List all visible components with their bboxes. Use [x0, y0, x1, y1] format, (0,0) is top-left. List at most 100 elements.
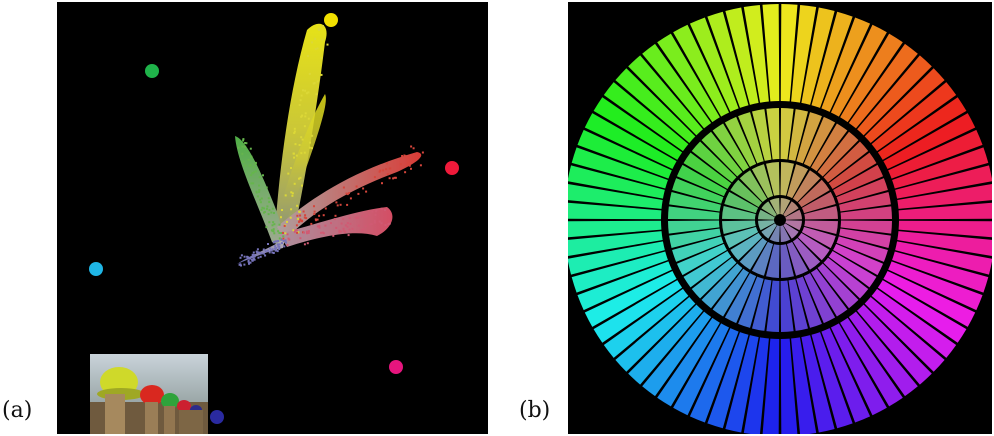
- cloud-point: [262, 174, 264, 177]
- cloud-point: [299, 176, 302, 179]
- wheel-segment: [788, 109, 808, 161]
- wheel-segment: [833, 164, 884, 197]
- wheel-segment: [810, 123, 848, 172]
- cloud-point: [365, 214, 368, 217]
- wheel-segment: [783, 223, 799, 239]
- cloud-point: [282, 235, 285, 238]
- cloud-point: [275, 249, 278, 252]
- wheel-segment: [751, 241, 774, 276]
- cloud-point: [346, 225, 349, 228]
- cloud-point: [318, 226, 321, 229]
- cloud-point: [333, 218, 336, 221]
- wheel-segment: [722, 220, 756, 234]
- cloud-point: [298, 177, 300, 180]
- cloud-point: [349, 222, 352, 225]
- cloud-point: [311, 41, 313, 44]
- cloud-point: [273, 223, 276, 226]
- wheel-segment: [839, 228, 891, 248]
- wheel-segment: [786, 164, 809, 199]
- cloud-point: [256, 251, 259, 254]
- cloud-point: [302, 89, 304, 92]
- cloud-point: [362, 228, 365, 231]
- cloud-point: [250, 174, 253, 177]
- cloud-point: [295, 224, 298, 227]
- wheel-segment: [877, 280, 967, 343]
- cloud-point: [297, 231, 300, 234]
- cloud-point: [316, 225, 319, 228]
- wheel-segment: [864, 68, 945, 143]
- wheel-segment: [712, 268, 750, 317]
- wheel-segment: [672, 236, 724, 262]
- cloud-point: [354, 216, 357, 219]
- cloud-point: [315, 93, 318, 96]
- wheel-segment: [691, 141, 737, 183]
- cloud-point: [304, 89, 307, 92]
- cloud-point: [284, 232, 287, 235]
- cloud-point: [240, 264, 242, 267]
- wheel-segment: [769, 225, 780, 242]
- cloud-point: [311, 147, 313, 150]
- cloud-point: [300, 152, 303, 155]
- cloud-point: [259, 198, 262, 201]
- wheel-segment: [761, 201, 777, 217]
- wheel-segment: [803, 116, 836, 167]
- cloud-point: [239, 263, 242, 266]
- cloud-point: [349, 197, 352, 200]
- cloud-point: [371, 210, 374, 213]
- cloud-point: [301, 184, 303, 187]
- cloud-point: [275, 246, 278, 249]
- cloud-point: [282, 240, 285, 242]
- wheel-segment: [888, 129, 983, 179]
- cloud-point: [249, 164, 252, 167]
- wheel-segment: [766, 244, 780, 278]
- cloud-point: [316, 47, 319, 50]
- wheel-segment: [804, 206, 838, 220]
- cloud-point: [307, 230, 310, 233]
- wheel-segment: [871, 82, 957, 152]
- wheel-segment: [584, 270, 677, 327]
- wheel-segment: [743, 4, 769, 103]
- cloud-point: [334, 214, 337, 217]
- anchor-marker-yellow: [324, 13, 338, 27]
- point-cloud: [235, 23, 424, 267]
- cloud-point: [291, 194, 294, 197]
- wheel-segment: [811, 11, 853, 108]
- cloud-point: [240, 254, 243, 257]
- wheel-segment: [724, 273, 757, 324]
- wheel-segment: [871, 288, 957, 358]
- cloud-point: [250, 155, 253, 158]
- cloud-point: [293, 130, 296, 133]
- wheel-segment: [788, 279, 808, 331]
- cloud-point: [340, 222, 343, 225]
- cloud-point: [421, 151, 424, 154]
- cloud-point: [365, 190, 368, 193]
- cloud-point: [342, 218, 345, 221]
- cloud-point: [316, 218, 319, 221]
- wheel-segment: [780, 108, 794, 160]
- cloud-point: [259, 252, 262, 255]
- cloud-point: [320, 57, 323, 60]
- cloud-point: [272, 228, 275, 231]
- wheel-segment: [897, 183, 992, 209]
- wheel-segment: [848, 311, 918, 397]
- cloud-point: [373, 221, 376, 224]
- wheel-segment: [628, 304, 703, 385]
- cloud-point: [292, 152, 295, 155]
- wheel-segment: [791, 4, 817, 103]
- cloud-point: [348, 217, 351, 220]
- wheel-segment: [780, 225, 791, 242]
- cloud-point: [299, 237, 302, 240]
- cloud-point: [393, 176, 396, 179]
- cloud-point: [312, 82, 315, 85]
- cloud-point: [338, 231, 341, 234]
- cloud-point: [274, 247, 276, 250]
- cloud-point: [275, 240, 278, 243]
- cloud-point: [252, 254, 255, 256]
- wheel-segment: [743, 337, 769, 434]
- cloud-point: [419, 164, 422, 167]
- cloud-point: [303, 216, 306, 219]
- cloud-point: [303, 243, 306, 246]
- cloud-point: [299, 218, 302, 221]
- wheel-segment: [810, 268, 848, 317]
- cloud-point: [300, 94, 303, 97]
